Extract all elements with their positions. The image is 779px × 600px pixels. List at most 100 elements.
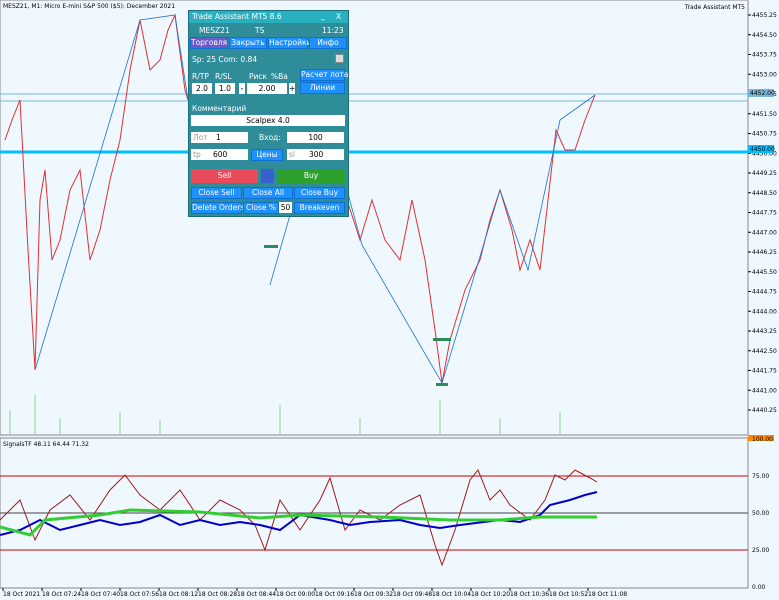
price-label: 4442.50 <box>752 348 777 355</box>
label: Комментарий <box>192 104 247 113</box>
time-label: 18 Oct 08:28 <box>198 591 237 598</box>
price-marker <box>748 435 774 441</box>
tp-label: tp <box>191 149 248 160</box>
comment-input[interactable]: Scalpex 4.0 <box>191 115 345 126</box>
label: R/TP <box>192 72 209 81</box>
time-label: 18 Oct 07:40 <box>81 591 120 598</box>
close-pct-input[interactable]: 50 <box>279 202 292 213</box>
sl-input[interactable]: 300 <box>309 150 324 159</box>
mode: TS <box>255 26 265 35</box>
indicator-axis-label: 50.00 <box>752 510 769 517</box>
color-box[interactable] <box>261 169 274 183</box>
close-sell-button[interactable]: Close Sell <box>191 187 242 199</box>
expert-name: Trade Assistant MT5 <box>684 4 745 11</box>
price-label: 4444.75 <box>752 289 777 296</box>
tab[interactable]: Настройки <box>268 37 312 49</box>
order-mark <box>264 245 278 248</box>
lines-button[interactable]: Линии <box>300 82 345 94</box>
settings-icon[interactable] <box>335 54 344 63</box>
time-label: 18 Oct 2021 <box>3 591 40 598</box>
label: Вход: <box>259 133 281 142</box>
sell-button[interactable]: Sell <box>191 169 258 183</box>
symbol: MESZ21 <box>199 26 230 35</box>
close-button[interactable]: X <box>336 12 342 21</box>
clock: 11:23 <box>322 26 344 35</box>
minimize-button[interactable]: _ <box>321 11 325 20</box>
price-label: 4447.75 <box>752 210 777 217</box>
main-chart <box>0 0 749 436</box>
indicator-axis-label: 75.00 <box>752 473 769 480</box>
price-label: 4455.25 <box>752 12 777 19</box>
tab[interactable]: Закрыть <box>229 37 267 49</box>
time-label: 18 Oct 10:04 <box>432 591 471 598</box>
indicator-axis-label: 100.00 <box>752 436 773 443</box>
indicator-title: SignalsTF 48.11 64.44 71.32 <box>3 441 89 448</box>
breakeven-button[interactable]: Breakeven <box>294 202 345 214</box>
time-label: 18 Oct 08:44 <box>237 591 276 598</box>
price-marker <box>748 89 774 97</box>
price-label: 4446.25 <box>752 249 777 256</box>
price-label: 4441.00 <box>752 387 777 394</box>
buy-button[interactable]: Buy <box>277 169 345 183</box>
calc-button[interactable]: Расчет лота <box>300 69 349 81</box>
price-marker-label: 4450.00 <box>750 146 775 153</box>
tp-input[interactable]: 600 <box>213 150 228 159</box>
tab[interactable]: Инфо <box>309 37 347 49</box>
price-label: 4447.00 <box>752 229 777 236</box>
time-label: 18 Oct 10:52 <box>549 591 588 598</box>
close-pct-button[interactable]: Close % <box>243 202 279 214</box>
price-label: 4445.50 <box>752 269 777 276</box>
indicator-line <box>0 491 598 536</box>
zigzag <box>34 14 189 371</box>
time-label: 18 Oct 11:08 <box>588 591 627 598</box>
price-label: 4450.00 <box>752 150 777 157</box>
label: R/SL <box>215 72 232 81</box>
price-label: 4448.50 <box>752 190 777 197</box>
chart-symbol: MESZ21, M1: Micro E-mini S&P 500 ($5): D… <box>3 3 175 10</box>
order-mark <box>433 338 451 341</box>
rsl-input[interactable]: 1.0 <box>215 83 235 94</box>
minus-button[interactable]: - <box>239 83 245 94</box>
time-label: 18 Oct 09:00 <box>276 591 315 598</box>
prices-button[interactable]: Цены <box>251 149 283 161</box>
entry-input[interactable]: 100 <box>287 132 344 143</box>
close-all-button[interactable]: Close All <box>243 187 293 199</box>
risk-input[interactable]: 2.00 <box>247 83 287 94</box>
volumes <box>9 395 561 434</box>
time-label: 18 Oct 10:36 <box>510 591 549 598</box>
rtp-input[interactable]: 2.0 <box>192 83 212 94</box>
label: Риск <box>249 72 268 81</box>
indicator-line <box>0 508 597 537</box>
price-label: 4449.25 <box>752 170 777 177</box>
price-label: 4451.50 <box>752 111 777 118</box>
time-label: 18 Oct 09:16 <box>315 591 354 598</box>
tab[interactable]: Торговля <box>190 37 228 49</box>
price-label: 4454.50 <box>752 32 777 39</box>
price-label: 4444.00 <box>752 308 777 315</box>
price-label: 4453.00 <box>752 71 777 78</box>
sl-label: sl <box>287 149 344 160</box>
price-marker-label: 4452.00 <box>750 90 775 97</box>
lot-input[interactable]: 1 <box>216 133 221 142</box>
price-label: 4441.75 <box>752 368 777 375</box>
delete-orders-button[interactable]: Delete Orders <box>191 202 245 214</box>
price-label: 4453.75 <box>752 52 777 59</box>
indicator-axis-label: 0.00 <box>752 584 766 591</box>
time-label: 18 Oct 08:12 <box>159 591 198 598</box>
time-label: 18 Oct 07:56 <box>120 591 159 598</box>
spread: Sp: 25 Com: 0.84 <box>192 55 258 64</box>
time-label: 18 Oct 10:20 <box>471 591 510 598</box>
price-label: 4450.75 <box>752 131 777 138</box>
time-label: 18 Oct 09:48 <box>393 591 432 598</box>
price-path <box>4 13 189 371</box>
plus-button[interactable]: + <box>289 83 296 94</box>
order-mark <box>436 383 448 386</box>
lot-label: Лот <box>191 132 248 143</box>
price-marker <box>748 145 774 153</box>
time-label: 18 Oct 09:32 <box>354 591 393 598</box>
time-label: 18 Oct 07:24 <box>42 591 81 598</box>
trade-panel: Trade Assistant MT5 8.6 _ X MESZ21 TS 11… <box>188 10 349 217</box>
price-label: 4440.25 <box>752 407 777 414</box>
close-buy-button[interactable]: Close Buy <box>294 187 345 199</box>
